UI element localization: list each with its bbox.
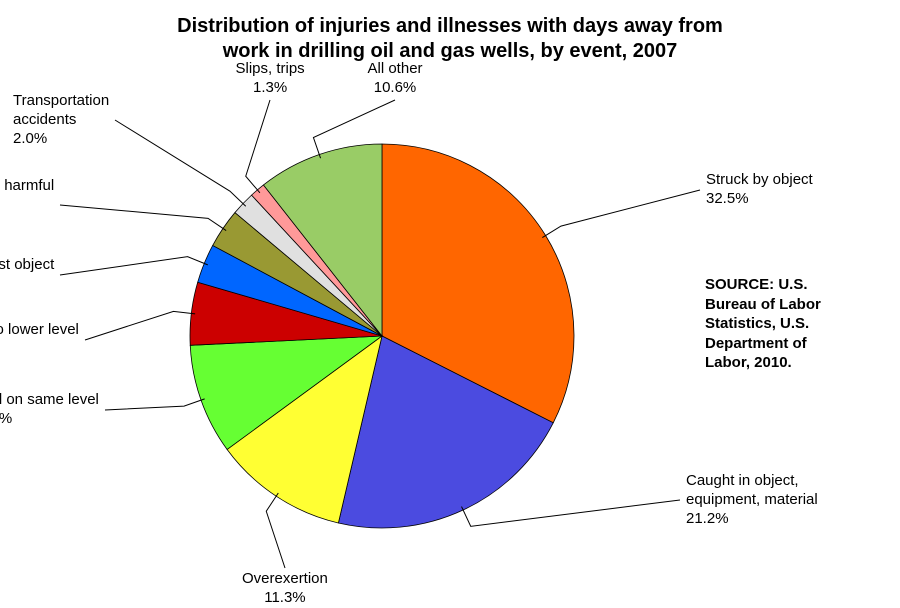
chart-stage: Distribution of injuries and illnesses w… <box>0 0 900 594</box>
leader-line-7 <box>115 120 246 206</box>
slice-label-1: Caught in object,equipment, material21.2… <box>686 472 818 528</box>
leader-line-8 <box>246 100 270 193</box>
leader-line-1 <box>462 500 680 526</box>
slice-label-0: Struck by object32.5% <box>706 171 813 209</box>
slice-label-7: Transportationaccidents2.0% <box>13 92 109 148</box>
slice-label-8: Slips, trips1.3% <box>236 60 305 98</box>
slice-label-4: Fall to lower level5.3% <box>0 321 79 359</box>
leader-line-4 <box>85 311 195 340</box>
slice-label-6: Exposed to harmfulsubstance3.3% <box>0 177 54 233</box>
leader-line-0 <box>542 190 700 238</box>
leader-line-2 <box>266 493 285 568</box>
leader-line-6 <box>60 205 226 231</box>
leader-line-3 <box>105 399 205 410</box>
source-note: SOURCE: U.S.Bureau of LaborStatistics, U… <box>705 275 821 373</box>
leader-line-5 <box>60 257 208 275</box>
slice-label-9: All other10.6% <box>368 60 423 98</box>
slice-label-5: Struck against object3.3% <box>0 256 54 294</box>
slice-label-2: Overexertion11.3% <box>242 570 328 608</box>
slice-label-3: Fall on same level9.3% <box>0 391 99 429</box>
